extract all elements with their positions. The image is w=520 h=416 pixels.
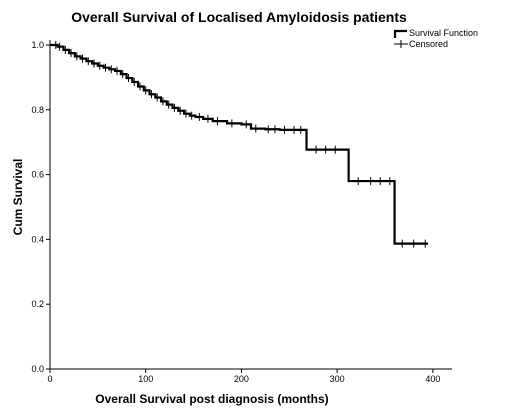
- legend-survival-label: Survival Function: [409, 28, 478, 38]
- y-axis-label: Cum Survival: [11, 159, 25, 236]
- y-tick-label: 0.8: [31, 105, 44, 115]
- x-tick-label: 400: [425, 374, 440, 384]
- legend-censored-swatch: [394, 40, 408, 48]
- plot-frame: [49, 40, 452, 370]
- x-tick-label: 200: [234, 374, 249, 384]
- y-axis: 0.0 0.2 0.4 0.6 0.8 1.0: [31, 40, 50, 374]
- chart-title: Overall Survival of Localised Amyloidosi…: [71, 9, 407, 25]
- legend-censored-label: Censored: [409, 39, 448, 49]
- y-tick-label: 0.4: [31, 234, 44, 244]
- censor-layer: [55, 41, 426, 248]
- survival-function-line: [50, 43, 429, 245]
- curve-layer: [50, 43, 429, 245]
- x-tick-label: 100: [138, 374, 153, 384]
- x-axis-label: Overall Survival post diagnosis (months): [95, 392, 328, 406]
- y-tick-label: 0.0: [31, 364, 44, 374]
- y-tick-label: 0.2: [31, 299, 44, 309]
- y-tick-label: 1.0: [31, 40, 44, 50]
- y-tick-label: 0.6: [31, 170, 44, 180]
- legend-survival-swatch: [393, 29, 407, 38]
- x-tick-label: 300: [330, 374, 345, 384]
- x-tick-label: 0: [47, 374, 52, 384]
- legend: Survival Function Censored: [393, 28, 478, 49]
- x-axis: 0 100 200 300 400: [47, 369, 440, 384]
